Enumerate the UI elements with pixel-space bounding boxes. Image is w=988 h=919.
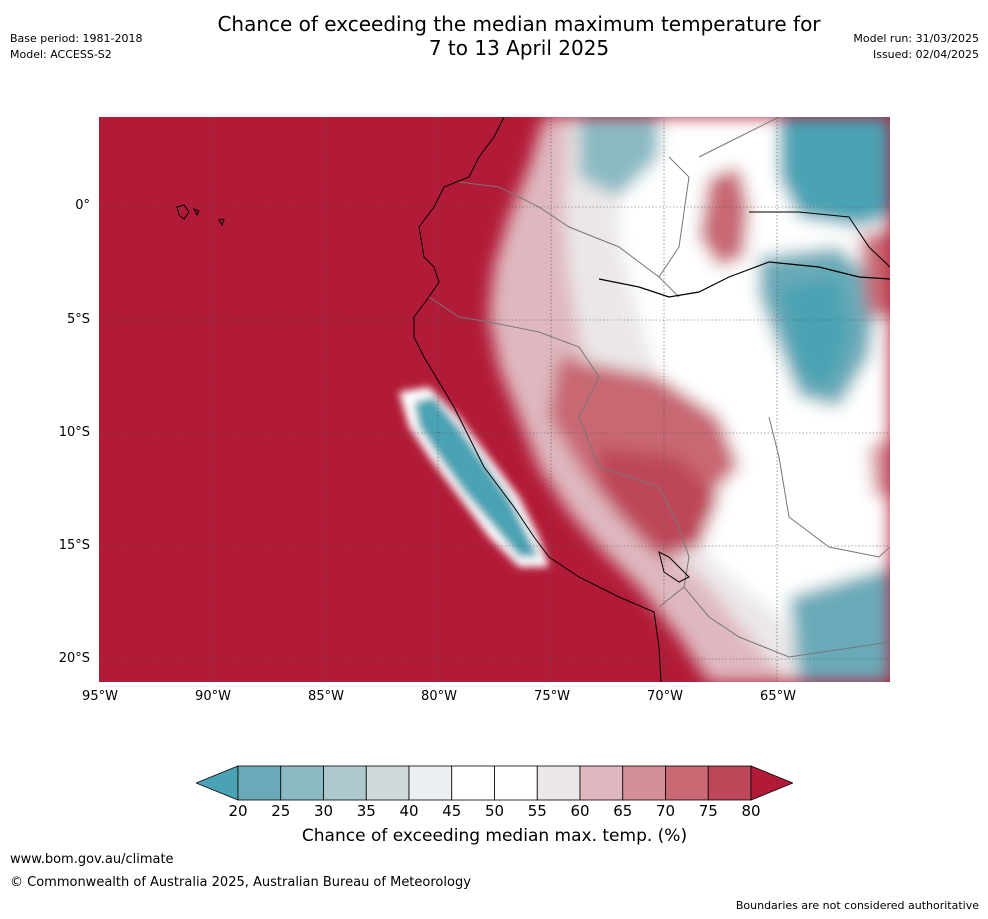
amazon-river	[598, 261, 890, 298]
lat-label-20s: 20°S	[58, 651, 90, 666]
colorbar-swatch	[622, 765, 666, 801]
colorbar-tick: 45	[442, 802, 462, 820]
country-borders	[428, 117, 890, 658]
colorbar-tick: 50	[484, 802, 505, 820]
map-canvas	[99, 117, 890, 682]
lon-label-65w: 65°W	[760, 689, 796, 704]
galapagos-islands	[176, 204, 225, 227]
lon-label-85w: 85°W	[308, 689, 344, 704]
lon-label-90w: 90°W	[195, 689, 231, 704]
lon-label-75w: 75°W	[534, 689, 570, 704]
colorbar-tick: 35	[356, 802, 376, 820]
river-north	[749, 211, 890, 268]
lat-label-0: 0°	[75, 198, 90, 213]
colorbar-swatch	[408, 765, 453, 801]
colorbar-swatch	[280, 765, 324, 801]
colorbar-swatch	[365, 765, 410, 801]
meta-left: Base period: 1981-2018 Model: ACCESS-S2	[10, 31, 142, 63]
lat-label-10s: 10°S	[58, 425, 90, 440]
colorbar-swatch	[494, 765, 538, 801]
colorbar-label: Chance of exceeding median max. temp. (%…	[301, 826, 688, 846]
meta-right: Model run: 31/03/2025 Issued: 02/04/2025	[853, 31, 979, 63]
coastline	[413, 117, 662, 682]
model-name: Model: ACCESS-S2	[10, 48, 112, 61]
colorbar-tick: 70	[655, 802, 676, 820]
footer-disclaimer: Boundaries are not considered authoritat…	[735, 899, 979, 912]
colorbar-tick: 75	[698, 802, 718, 820]
colorbar-svg	[194, 765, 795, 801]
colorbar-tick: 20	[228, 802, 248, 820]
colorbar-over-triangle	[750, 765, 795, 801]
lat-label-5s: 5°S	[66, 312, 90, 327]
probability-field	[489, 117, 890, 682]
footer-copyright: © Commonwealth of Australia 2025, Austra…	[10, 875, 471, 890]
colorbar-tick: 25	[271, 802, 291, 820]
lon-label-95w: 95°W	[82, 689, 118, 704]
model-run: Model run: 31/03/2025	[853, 32, 979, 45]
colorbar-swatch	[323, 765, 367, 801]
colorbar-swatch	[707, 765, 752, 801]
colorbar-tick: 80	[741, 802, 761, 820]
title-line-2: 7 to 13 April 2025	[428, 36, 610, 60]
colorbar-swatch	[665, 765, 709, 801]
colorbar-tick: 40	[399, 802, 419, 820]
colorbar-swatch	[536, 765, 581, 801]
colorbar-swatch	[237, 765, 282, 801]
title-line-1: Chance of exceeding the median maximum t…	[217, 12, 821, 36]
colorbar	[194, 765, 795, 801]
forecast-map	[99, 117, 890, 682]
coastal-plume	[399, 387, 549, 567]
lat-label-15s: 15°S	[58, 538, 90, 553]
issued-date: Issued: 02/04/2025	[872, 48, 979, 61]
map-gridlines	[99, 117, 890, 682]
base-period: Base period: 1981-2018	[10, 32, 143, 45]
colorbar-swatch	[579, 765, 624, 801]
colorbar-tick: 55	[527, 802, 547, 820]
colorbar-tick: 30	[313, 802, 334, 820]
colorbar-swatch	[451, 765, 495, 801]
lon-label-80w: 80°W	[421, 689, 457, 704]
footer-url: www.bom.gov.au/climate	[10, 852, 174, 867]
colorbar-tick: 60	[570, 802, 590, 820]
lake-titicaca	[658, 551, 690, 583]
lon-label-70w: 70°W	[647, 689, 683, 704]
map-title: Chance of exceeding the median maximum t…	[0, 12, 988, 60]
colorbar-under-triangle	[194, 765, 239, 801]
colorbar-tick: 65	[613, 802, 633, 820]
